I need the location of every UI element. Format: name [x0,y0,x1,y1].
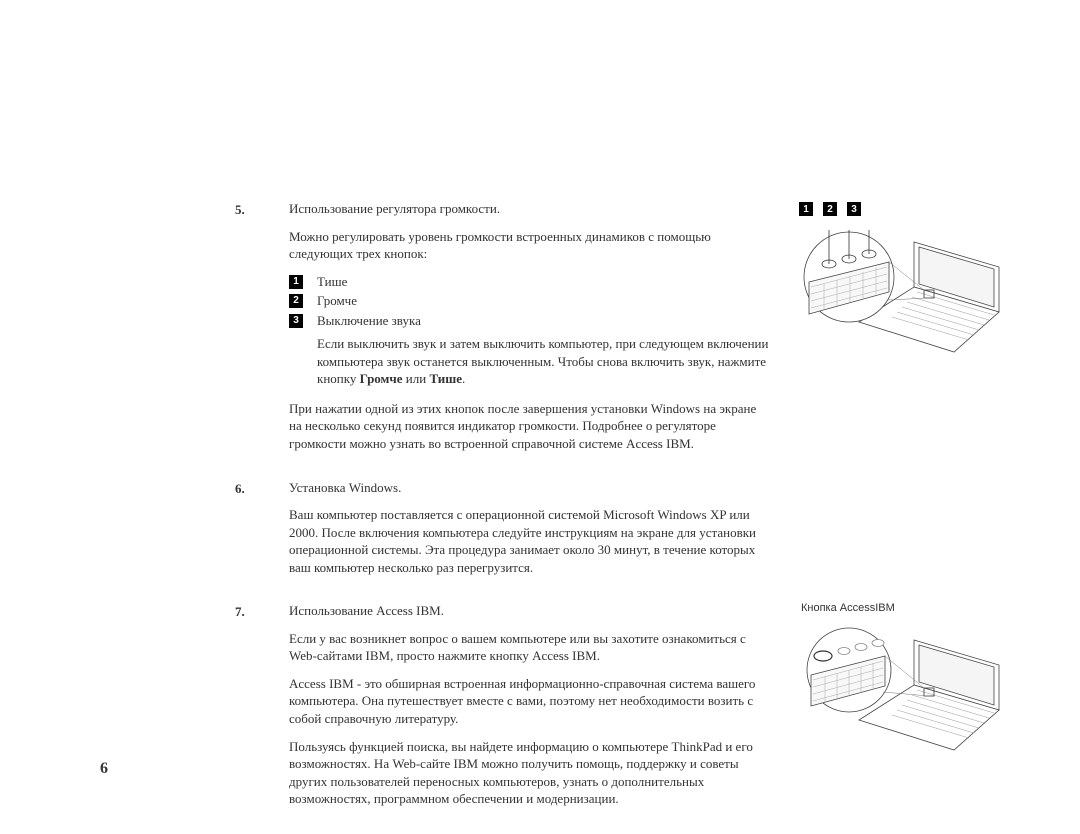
illustration-caption: Кнопка AccessIBM [801,602,895,614]
page-number: 6 [100,760,108,778]
section-6: 6. Установка Windows. Ваш компьютер пост… [235,479,1020,587]
list-item: 1 Тише [289,273,769,291]
illustration-column: Кнопка AccessIBM [789,602,1020,760]
list-item: 2 Громче [289,292,769,310]
list-item: 3 Выключение звука [289,312,769,330]
number-marker-3: 3 [289,314,303,328]
section-title: Установка Windows. [289,479,769,497]
section-body: Использование регулятора громкости. Можн… [289,200,769,463]
section-body: Установка Windows. Ваш компьютер поставл… [289,479,769,587]
section-number: 6. [235,479,269,497]
section-body: Использование Access IBM. Если у вас воз… [289,602,769,817]
section-title: Использование Access IBM. [289,602,769,620]
section-5: 5. Использование регулятора громкости. М… [235,200,1020,463]
paragraph: Пользуясь функцией поиска, вы найдете ин… [289,738,769,808]
illustration-column: 1 2 3 [789,200,1020,362]
list-label: Выключение звука [317,312,421,330]
manual-page: 5. Использование регулятора громкости. М… [0,0,1080,834]
laptop-accessibm-illustration [799,620,1009,760]
paragraph: Access IBM - это обширная встроенная инф… [289,675,769,728]
paragraph: Ваш компьютер поставляется с операционно… [289,506,769,576]
callout-2: 2 [823,202,837,216]
callout-3: 3 [847,202,861,216]
section-number: 7. [235,602,269,620]
number-marker-2: 2 [289,294,303,308]
number-marker-1: 1 [289,275,303,289]
paragraph: Если у вас возникнет вопрос о вашем комп… [289,630,769,665]
callout-numbers: 1 2 3 [799,200,861,216]
intro-text: Можно регулировать уровень громкости вст… [289,228,769,263]
mute-note: Если выключить звук и затем выключить ко… [289,335,769,388]
list-label: Тише [317,273,347,291]
callout-1: 1 [799,202,813,216]
volume-buttons-list: 1 Тише 2 Громче 3 Выключение звука Если … [289,273,769,388]
laptop-volume-illustration [799,222,1009,362]
list-label: Громче [317,292,357,310]
section-title: Использование регулятора громкости. [289,200,769,218]
after-note: При нажатии одной из этих кнопок после з… [289,400,769,453]
section-number: 5. [235,200,269,218]
section-7: 7. Использование Access IBM. Если у вас … [235,602,1020,817]
